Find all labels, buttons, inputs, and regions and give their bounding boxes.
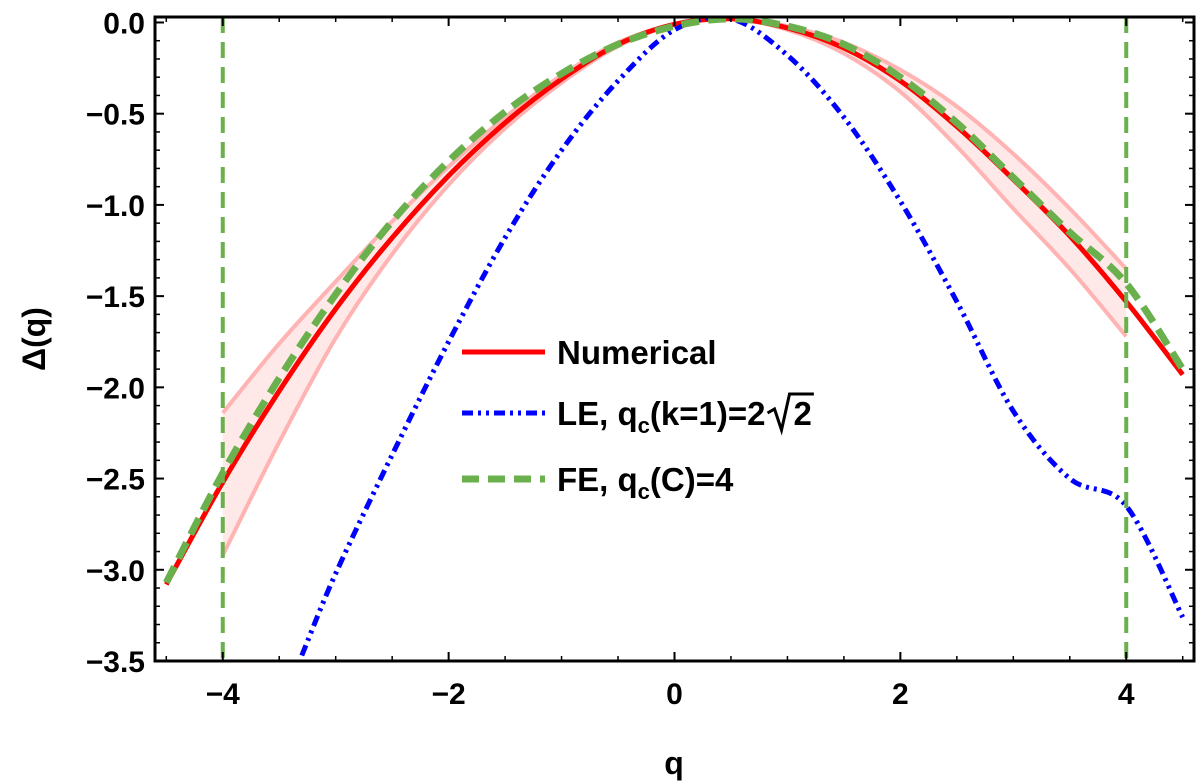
y-tick-label: −1.5 xyxy=(86,281,145,314)
x-tick-label: 4 xyxy=(1118,678,1135,711)
x-tick-label: −2 xyxy=(432,678,466,711)
legend-le-label: LE, qc(k=1)=2 xyxy=(557,395,766,438)
y-tick-label: 0.0 xyxy=(103,7,145,40)
y-tick-label: −1.0 xyxy=(86,190,145,223)
legend-sqrt-value: 2 xyxy=(794,395,812,432)
legend-fe-prefix: FE, q xyxy=(557,461,638,498)
x-tick-label: 0 xyxy=(666,678,683,711)
x-axis-label: q xyxy=(664,745,684,781)
y-tick-label: −3.0 xyxy=(86,555,145,588)
legend-sqrt-sign xyxy=(766,392,814,436)
y-tick-label: −2.0 xyxy=(86,372,145,405)
y-axis-label: Δ(q) xyxy=(16,307,52,371)
reference-lines-layer xyxy=(220,17,1129,661)
y-tick-label: −2.5 xyxy=(86,464,145,497)
legend-le-subscript: c xyxy=(638,413,650,438)
series-line-fe xyxy=(163,17,1186,585)
legend-le-prefix: LE, q xyxy=(557,395,638,432)
legend-fe-label: FE, qc(C)=4 xyxy=(557,461,734,504)
ticks-layer: −4 −2 0 2 4 0.0 −0.5 −1.0 −1.5 −2.0 −2.5 −3.0 −3.5 xyxy=(86,7,1194,711)
y-tick-label: −0.5 xyxy=(86,99,145,132)
y-tick-label: −3.5 xyxy=(86,646,145,679)
legend-numerical-label: Numerical xyxy=(557,334,717,371)
legend-fe-subscript: c xyxy=(638,479,650,504)
legend-le-suffix: (k=1)=2 xyxy=(650,395,766,432)
x-tick-label: 2 xyxy=(892,678,909,711)
legend-fe-suffix: (C)=4 xyxy=(650,461,734,498)
legend: Numerical LE, qc(k=1)=2 2 FE, qc(C)=4 xyxy=(462,334,814,504)
x-tick-label: −4 xyxy=(206,678,241,711)
